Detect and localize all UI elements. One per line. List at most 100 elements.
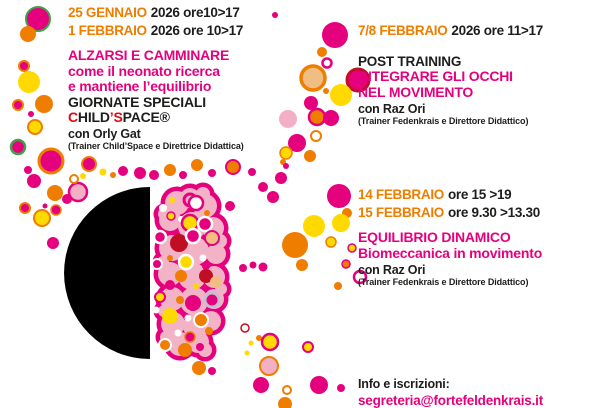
decorative-dot bbox=[20, 26, 36, 42]
decorative-dot bbox=[279, 146, 293, 160]
decorative-dot bbox=[317, 47, 327, 57]
presenter-credentials: (Trainer Fedenkrais e Direttore Didattic… bbox=[358, 116, 529, 126]
brain-dot bbox=[169, 197, 175, 203]
brand-letter-c: C bbox=[68, 109, 78, 125]
date-rest: ore 15 >19 bbox=[447, 187, 512, 202]
decorative-dot bbox=[282, 385, 292, 395]
brain-dot bbox=[152, 306, 160, 314]
decorative-dot bbox=[327, 184, 351, 208]
decorative-dot bbox=[275, 172, 287, 184]
event-block-childspace: 25 GENNAIO 2026 ore10>17 1 FEBBRAIO 2026 o… bbox=[68, 4, 244, 152]
decorative-dot bbox=[47, 185, 63, 201]
decorative-dot bbox=[18, 60, 30, 72]
decorative-dot bbox=[42, 203, 48, 209]
date-highlight: 25 GENNAIO bbox=[68, 5, 147, 20]
decorative-dot bbox=[330, 84, 352, 106]
brain-dot bbox=[151, 258, 163, 270]
decorative-dot bbox=[28, 111, 34, 117]
decorative-dot bbox=[321, 57, 333, 69]
decorative-dot bbox=[323, 88, 329, 94]
event-subtitle: GIORNATE SPECIALI bbox=[68, 93, 206, 110]
decorative-dot bbox=[50, 204, 62, 216]
presenter-name: con Raz Ori bbox=[358, 263, 426, 277]
decorative-dot bbox=[62, 194, 72, 204]
decorative-dot bbox=[248, 168, 256, 176]
brain-dot bbox=[176, 296, 184, 304]
decorative-dot bbox=[179, 171, 187, 179]
brain-dot bbox=[184, 314, 192, 322]
brain-fill bbox=[206, 244, 226, 264]
brain-dot bbox=[204, 210, 210, 216]
decorative-dot bbox=[278, 397, 292, 408]
decorative-dot bbox=[9, 138, 27, 156]
contact-block: Info e iscrizioni: segreteria@fortefelde… bbox=[358, 377, 543, 408]
brain-dot bbox=[177, 253, 195, 271]
brain-dot bbox=[185, 295, 201, 311]
date-highlight: 14 FEBBRAIO bbox=[358, 187, 444, 202]
event-block-post-training: 7/8 FEBBRAIO 2026 ore 11>17 POST TRAINING… bbox=[358, 22, 543, 127]
decorative-dot bbox=[69, 174, 79, 184]
event-title-line: Biomeccanica in movimento bbox=[358, 244, 543, 261]
decorative-dot bbox=[259, 356, 279, 376]
decorative-dot bbox=[337, 384, 345, 392]
brain-dot bbox=[204, 230, 220, 246]
decorative-dot bbox=[80, 173, 86, 179]
brain-dot bbox=[184, 331, 196, 343]
brain-dot bbox=[184, 227, 202, 245]
date-highlight: 15 FEBBRAIO bbox=[358, 204, 444, 220]
brain-dot bbox=[175, 270, 187, 282]
event-kicker: POST TRAINING bbox=[358, 53, 462, 69]
brain-dot bbox=[193, 283, 199, 289]
decorative-dot bbox=[12, 99, 24, 111]
date-rest: ore 9.30 >13.30 bbox=[447, 204, 540, 220]
brain-dot bbox=[193, 312, 209, 328]
brain-dot bbox=[162, 308, 178, 324]
decorative-dot bbox=[19, 202, 31, 214]
decorative-dot bbox=[341, 259, 351, 269]
decorative-dot bbox=[24, 166, 32, 174]
event-date-line: 25 GENNAIO 2026 ore10>17 bbox=[68, 4, 244, 22]
brain-dot bbox=[210, 276, 222, 288]
decorative-dot bbox=[244, 350, 250, 356]
decorative-dot bbox=[249, 261, 257, 269]
decorative-dot bbox=[334, 282, 342, 290]
date-highlight: 7/8 FEBBRAIO bbox=[358, 23, 448, 38]
event-title-line: come il neonato ricerca bbox=[68, 62, 220, 79]
decorative-dot bbox=[239, 264, 247, 272]
event-date-line: 14 FEBBRAIO ore 15 >19 bbox=[358, 186, 542, 204]
decorative-dot bbox=[310, 376, 328, 394]
decorative-dot bbox=[303, 215, 325, 237]
decorative-dot bbox=[307, 107, 327, 127]
decorative-dot bbox=[27, 119, 43, 135]
brain-dot bbox=[167, 255, 173, 261]
brain-dot bbox=[178, 343, 192, 357]
event-block-equilibrio: 14 FEBBRAIO ore 15 >19 15 FEBBRAIO ore 9.3… bbox=[358, 186, 542, 288]
event-title-line: ALZARSI E CAMMINARE bbox=[68, 47, 230, 63]
event-title-line: INTEGRARE GLI OCCHI bbox=[358, 68, 513, 84]
decorative-dot bbox=[208, 367, 216, 375]
brain-dot bbox=[158, 338, 172, 352]
brain-dot bbox=[196, 215, 214, 233]
event-title-line: NEL MOVIMENTO bbox=[358, 83, 474, 100]
black-hemisphere-disc bbox=[64, 187, 150, 359]
decorative-dot bbox=[296, 259, 308, 271]
date-rest: 2026 ore 10>17 bbox=[150, 22, 244, 38]
decorative-dot bbox=[118, 166, 128, 176]
decorative-dot bbox=[81, 156, 97, 172]
date-rest: 2026 ore 11>17 bbox=[451, 23, 543, 38]
decorative-dot bbox=[256, 335, 262, 341]
brain-dot bbox=[159, 204, 167, 212]
decorative-dot bbox=[352, 269, 368, 285]
decorative-dot bbox=[332, 214, 350, 232]
email-link[interactable]: segreteria@fortefeldenkrais.it bbox=[358, 393, 543, 408]
brain-dot bbox=[166, 211, 176, 221]
brain-dot bbox=[196, 343, 204, 351]
childspace-brand: CHILD’SPACE® bbox=[68, 110, 244, 125]
decorative-dot bbox=[258, 262, 268, 272]
decorative-dot bbox=[288, 134, 306, 152]
decorative-dot bbox=[99, 168, 107, 176]
decorative-dot bbox=[27, 174, 41, 188]
brain-dot bbox=[187, 194, 205, 212]
